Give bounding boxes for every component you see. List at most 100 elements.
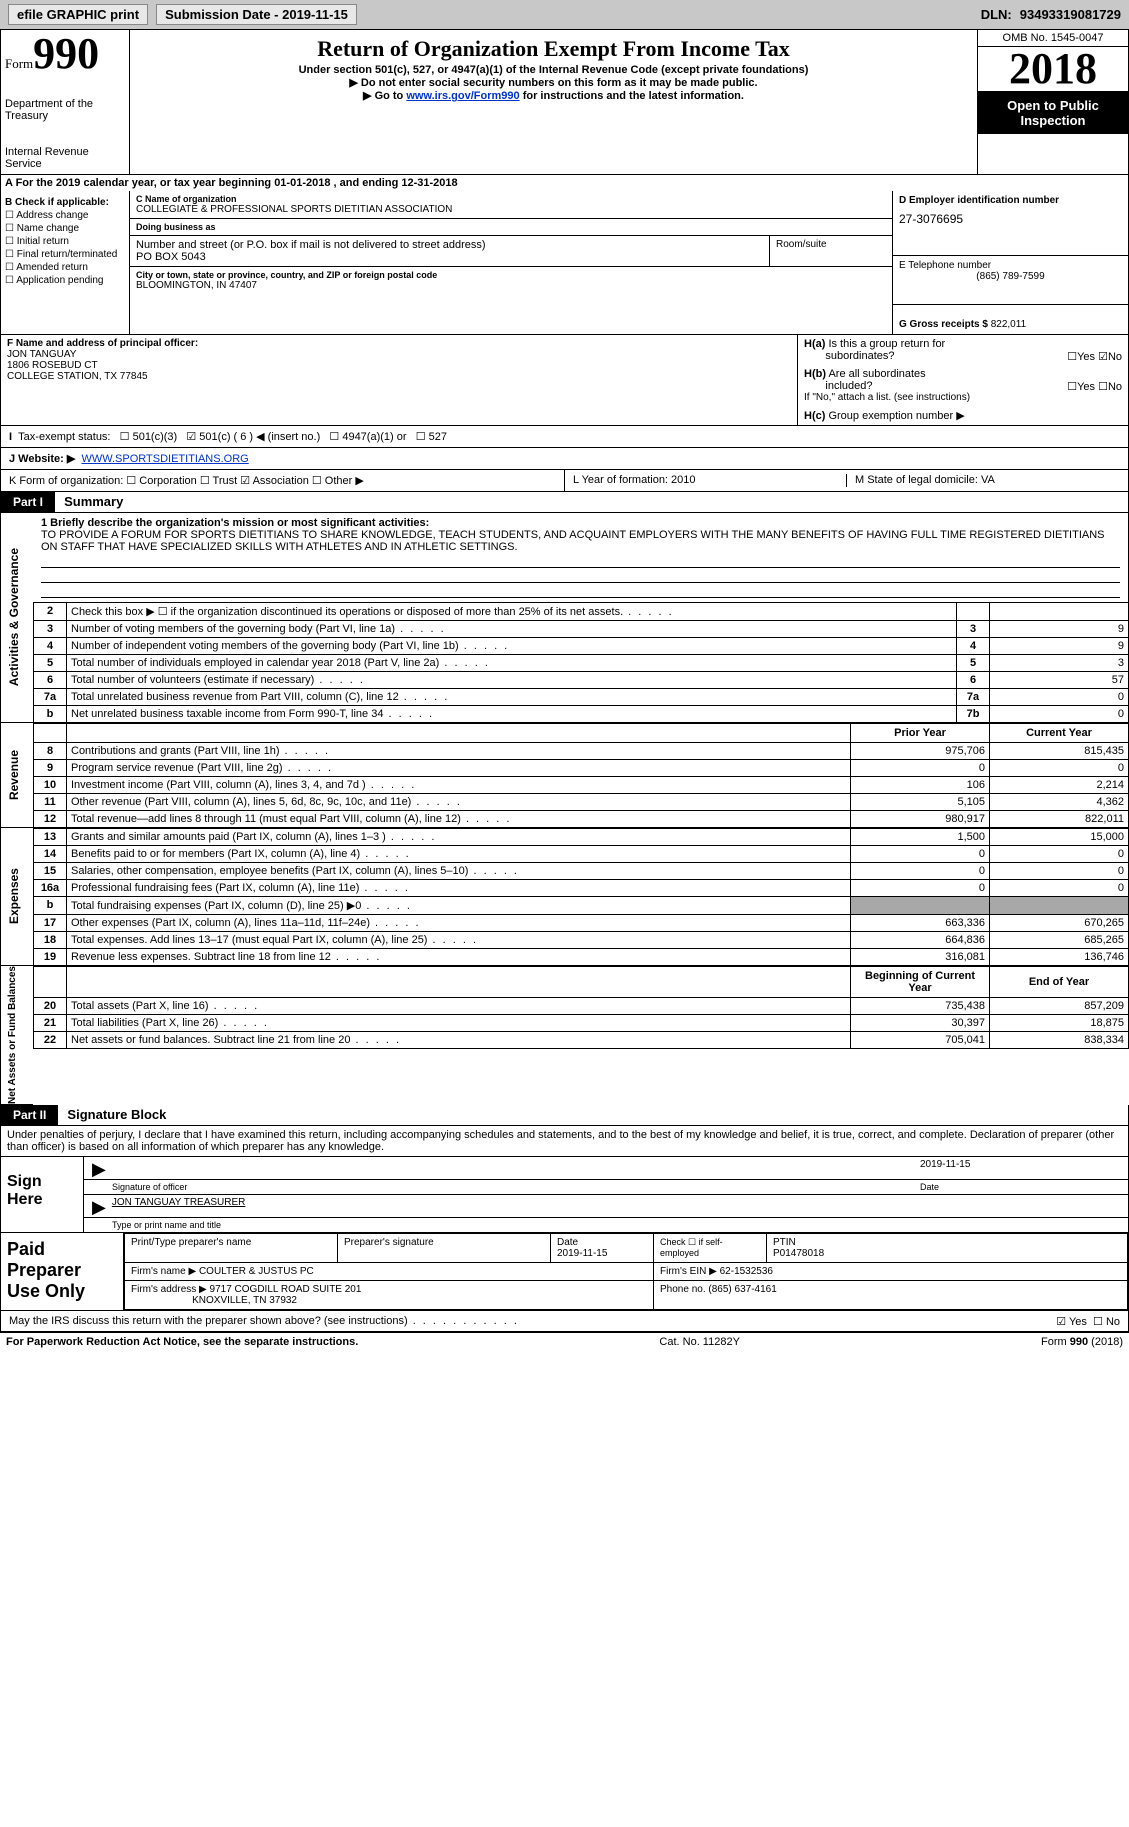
discuss-yes[interactable]: Yes bbox=[1056, 1316, 1087, 1328]
mission-label: 1 Briefly describe the organization's mi… bbox=[41, 517, 429, 529]
officer-label: F Name and address of principal officer: bbox=[7, 338, 198, 349]
table-row: 20Total assets (Part X, line 16)735,4388… bbox=[34, 997, 1129, 1014]
dba-label: Doing business as bbox=[136, 222, 886, 232]
submission-label: Submission Date - bbox=[165, 7, 282, 22]
prep-date-lbl: Date bbox=[557, 1237, 578, 1248]
summary-revenue: Revenue Prior YearCurrent Year8Contribut… bbox=[0, 723, 1129, 828]
tax-501c3[interactable]: 501(c)(3) bbox=[133, 431, 178, 443]
dln-label: DLN: bbox=[981, 7, 1012, 22]
firm-addr2: KNOXVILLE, TN 37932 bbox=[192, 1295, 297, 1306]
klm-row: K Form of organization: ☐ Corporation ☐ … bbox=[0, 470, 1129, 492]
table-row: 15Salaries, other compensation, employee… bbox=[34, 862, 1129, 879]
prep-ptin: P01478018 bbox=[773, 1248, 824, 1259]
side-governance: Activities & Governance bbox=[7, 548, 27, 686]
summary-netassets: Net Assets or Fund Balances Beginning of… bbox=[0, 966, 1129, 1105]
firm-addr-lbl: Firm's address ▶ bbox=[131, 1284, 207, 1295]
street-label: Number and street (or P.O. box if mail i… bbox=[136, 239, 763, 251]
table-row: 4Number of independent voting members of… bbox=[34, 637, 1129, 654]
print-name-label: Type or print name and title bbox=[112, 1220, 221, 1230]
chk-final-return[interactable]: Final return/terminated bbox=[5, 249, 125, 260]
perjury-text: Under penalties of perjury, I declare th… bbox=[0, 1126, 1129, 1157]
form-word: Form bbox=[5, 56, 33, 71]
firm-phone-lbl: Phone no. bbox=[660, 1284, 706, 1295]
ssn-note: Do not enter social security numbers on … bbox=[134, 76, 973, 89]
table-row: 2Check this box ▶ ☐ if the organization … bbox=[34, 602, 1129, 620]
website-link[interactable]: WWW.SPORTSDIETITIANS.ORG bbox=[81, 453, 248, 465]
org-info-block: B Check if applicable: Address change Na… bbox=[0, 191, 1129, 335]
firm-addr1: 9717 COGDILL ROAD SUITE 201 bbox=[210, 1284, 362, 1295]
table-row: 13Grants and similar amounts paid (Part … bbox=[34, 828, 1129, 845]
sig-date-label: Date bbox=[920, 1182, 1120, 1192]
form-subtitle: Under section 501(c), 527, or 4947(a)(1)… bbox=[134, 64, 973, 76]
chk-initial-return[interactable]: Initial return bbox=[5, 236, 125, 247]
submission-date: 2019-11-15 bbox=[282, 7, 348, 22]
table-row: 12Total revenue—add lines 8 through 11 (… bbox=[34, 810, 1129, 827]
sig-officer-label: Signature of officer bbox=[112, 1182, 920, 1192]
discuss-text: May the IRS discuss this return with the… bbox=[9, 1315, 519, 1327]
side-netassets: Net Assets or Fund Balances bbox=[7, 966, 27, 1104]
section-b-header: B Check if applicable: bbox=[5, 197, 125, 208]
table-row: 14Benefits paid to or for members (Part … bbox=[34, 845, 1129, 862]
officer-addr1: 1806 ROSEBUD CT bbox=[7, 360, 98, 371]
chk-address-change[interactable]: Address change bbox=[5, 210, 125, 221]
part2-header: Part II Signature Block bbox=[0, 1105, 1129, 1126]
table-row: 18Total expenses. Add lines 13–17 (must … bbox=[34, 931, 1129, 948]
sign-date-value: 2019-11-15 bbox=[920, 1159, 1120, 1177]
firm-ein-lbl: Firm's EIN ▶ bbox=[660, 1266, 717, 1277]
street-value: PO BOX 5043 bbox=[136, 251, 763, 263]
part2-title: Signature Block bbox=[61, 1107, 166, 1122]
prep-selfemp[interactable]: Check ☐ if self-employed bbox=[654, 1233, 767, 1262]
sign-here-label: Sign Here bbox=[1, 1157, 84, 1232]
chk-application-pending[interactable]: Application pending bbox=[5, 275, 125, 286]
sign-here-block: Sign Here 2019-11-15 Signature of office… bbox=[0, 1157, 1129, 1233]
table-row: 21Total liabilities (Part X, line 26)30,… bbox=[34, 1014, 1129, 1031]
section-d: D Employer identification number 27-3076… bbox=[892, 191, 1128, 334]
l-year-formation: L Year of formation: 2010 bbox=[573, 474, 847, 487]
chk-amended[interactable]: Amended return bbox=[5, 262, 125, 273]
org-name: COLLEGIATE & PROFESSIONAL SPORTS DIETITI… bbox=[136, 204, 886, 215]
efile-print-button[interactable]: efile GRAPHIC print bbox=[8, 4, 148, 25]
tax-527[interactable]: 527 bbox=[429, 431, 447, 443]
gross-value: 822,011 bbox=[991, 319, 1026, 330]
chk-name-change[interactable]: Name change bbox=[5, 223, 125, 234]
officer-addr2: COLLEGE STATION, TX 77845 bbox=[7, 371, 148, 382]
prep-col1: Print/Type preparer's name bbox=[125, 1233, 338, 1262]
city-value: BLOOMINGTON, IN 47407 bbox=[136, 280, 886, 291]
officer-group-block: F Name and address of principal officer:… bbox=[0, 335, 1129, 426]
room-label: Room/suite bbox=[776, 239, 886, 250]
ha-yes[interactable]: Yes bbox=[1077, 351, 1095, 363]
website-label: J Website: ▶ bbox=[9, 453, 75, 465]
form-header: Form990 Department of the Treasury Inter… bbox=[0, 29, 1129, 175]
goto-note: Go to www.irs.gov/Form990 for instructio… bbox=[134, 89, 973, 102]
table-row: 16aProfessional fundraising fees (Part I… bbox=[34, 879, 1129, 896]
discuss-row: May the IRS discuss this return with the… bbox=[0, 1311, 1129, 1332]
prep-col2: Preparer's signature bbox=[338, 1233, 551, 1262]
k-form-org: K Form of organization: ☐ Corporation ☐ … bbox=[1, 470, 565, 491]
side-expenses: Expenses bbox=[7, 868, 27, 924]
table-row: 7aTotal unrelated business revenue from … bbox=[34, 688, 1129, 705]
tax-period: A For the 2019 calendar year, or tax yea… bbox=[0, 175, 1129, 191]
hb-yes[interactable]: Yes bbox=[1077, 381, 1095, 393]
sign-arrow-icon bbox=[92, 1159, 112, 1177]
hb-no[interactable]: No bbox=[1108, 381, 1122, 393]
irs-link[interactable]: www.irs.gov/Form990 bbox=[406, 90, 519, 102]
footer-mid: Cat. No. 11282Y bbox=[659, 1336, 740, 1348]
phone-value: (865) 789-7599 bbox=[899, 271, 1122, 282]
footer-right: Form 990 (2018) bbox=[1041, 1336, 1123, 1348]
tax-status-label: I bbox=[9, 431, 12, 443]
ha-row: H(a) Is this a group return for subordin… bbox=[798, 335, 1128, 365]
org-name-label: C Name of organization bbox=[136, 194, 886, 204]
tax-501c[interactable]: 501(c) ( 6 ) ◀ (insert no.) bbox=[199, 431, 320, 443]
officer-name: JON TANGUAY bbox=[7, 349, 76, 360]
form-title: Return of Organization Exempt From Incom… bbox=[134, 36, 973, 62]
footer-left: For Paperwork Reduction Act Notice, see … bbox=[6, 1336, 358, 1348]
table-row: 10Investment income (Part VIII, column (… bbox=[34, 776, 1129, 793]
discuss-no[interactable]: No bbox=[1106, 1316, 1120, 1328]
summary-expenses: Expenses 13Grants and similar amounts pa… bbox=[0, 828, 1129, 966]
table-row: 19Revenue less expenses. Subtract line 1… bbox=[34, 948, 1129, 965]
goto-post: for instructions and the latest informat… bbox=[520, 90, 744, 102]
ha-no[interactable]: No bbox=[1108, 351, 1122, 363]
netassets-table: Beginning of Current YearEnd of Year20To… bbox=[33, 966, 1129, 1049]
tax-4947[interactable]: 4947(a)(1) or bbox=[342, 431, 406, 443]
paid-preparer-label: Paid Preparer Use Only bbox=[1, 1233, 124, 1310]
